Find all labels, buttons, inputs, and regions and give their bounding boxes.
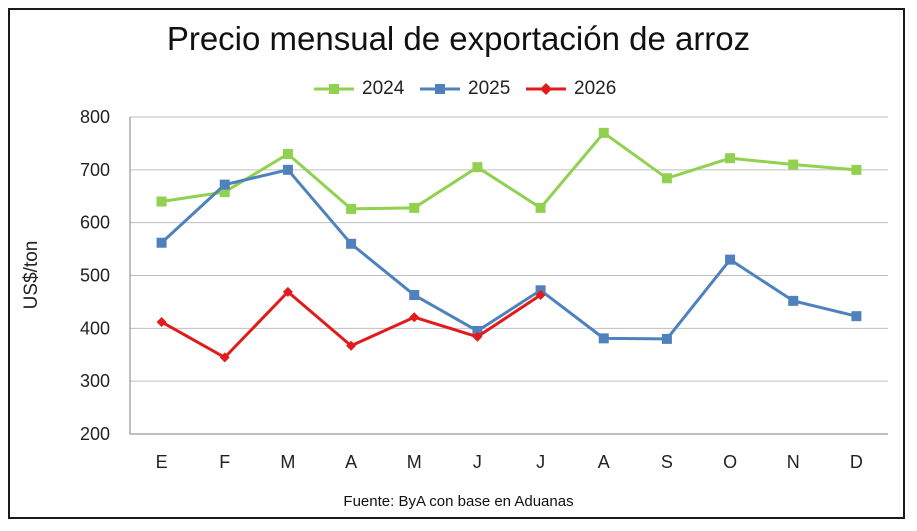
y-tick-label: 300: [80, 371, 110, 391]
x-tick-label: A: [598, 452, 610, 472]
data-point-2025: [851, 311, 862, 322]
x-tick-label: N: [787, 452, 800, 472]
legend-label-2024: 2024: [362, 78, 405, 99]
chart-legend: 2024 2025 2026: [0, 78, 917, 104]
x-tick-label: M: [280, 452, 295, 472]
data-point-2025: [156, 237, 167, 248]
data-point-2025: [661, 333, 672, 344]
data-point-2025: [598, 333, 609, 344]
y-tick-label: 700: [80, 160, 110, 180]
x-tick-label: E: [156, 452, 168, 472]
legend-item-2024: 2024: [312, 78, 404, 100]
series-line-2025: [160, 168, 857, 341]
data-point-2024: [851, 164, 862, 175]
data-point-2025: [788, 295, 799, 306]
x-tick-label: F: [219, 452, 230, 472]
data-point-2026: [156, 316, 167, 327]
data-point-2025: [409, 290, 420, 301]
legend-label-2026: 2026: [574, 78, 617, 99]
data-point-2025: [346, 238, 357, 249]
chart-title: Precio mensual de exportación de arroz: [166, 20, 751, 57]
x-tick-label: J: [473, 452, 482, 472]
data-point-2024: [598, 127, 609, 138]
x-tick-label: S: [661, 452, 673, 472]
x-tick-label: A: [345, 452, 357, 472]
data-point-2025: [725, 254, 736, 265]
data-point-2024: [346, 203, 357, 214]
data-point-2024: [535, 202, 546, 213]
y-tick-label: 200: [80, 424, 110, 444]
series-line-2024: [161, 131, 857, 211]
data-point-2026: [409, 312, 420, 323]
data-point-2024: [409, 202, 420, 213]
data-point-2025: [219, 179, 230, 190]
data-point-2024: [282, 148, 293, 159]
x-tick-label: J: [536, 452, 545, 472]
data-point-2026: [282, 286, 293, 297]
legend-item-2025: 2025: [418, 78, 510, 100]
y-tick-label: 500: [80, 266, 110, 286]
data-point-2025: [282, 164, 293, 175]
x-tick-label: O: [723, 452, 737, 472]
data-point-2024: [472, 162, 483, 173]
data-point-2024: [725, 153, 736, 164]
y-tick-label: 400: [80, 318, 110, 338]
legend-label-2025: 2025: [468, 78, 511, 99]
data-point-2026: [535, 290, 546, 301]
data-point-2025: [472, 325, 483, 336]
y-tick-label: 600: [80, 213, 110, 233]
data-point-2024: [788, 159, 799, 170]
data-point-2024: [219, 187, 230, 198]
source-note: Fuente: ByA con base en Aduanas: [343, 493, 574, 510]
x-tick-label: M: [407, 452, 422, 472]
data-point-2024: [661, 173, 672, 184]
data-point-2026: [219, 352, 230, 363]
x-tick-label: D: [850, 452, 863, 472]
legend-item-2026: 2026: [524, 78, 616, 100]
data-point-2026: [472, 331, 483, 342]
data-point-2024: [156, 196, 167, 207]
y-tick-label: 800: [80, 107, 110, 127]
data-point-2026: [346, 340, 357, 351]
